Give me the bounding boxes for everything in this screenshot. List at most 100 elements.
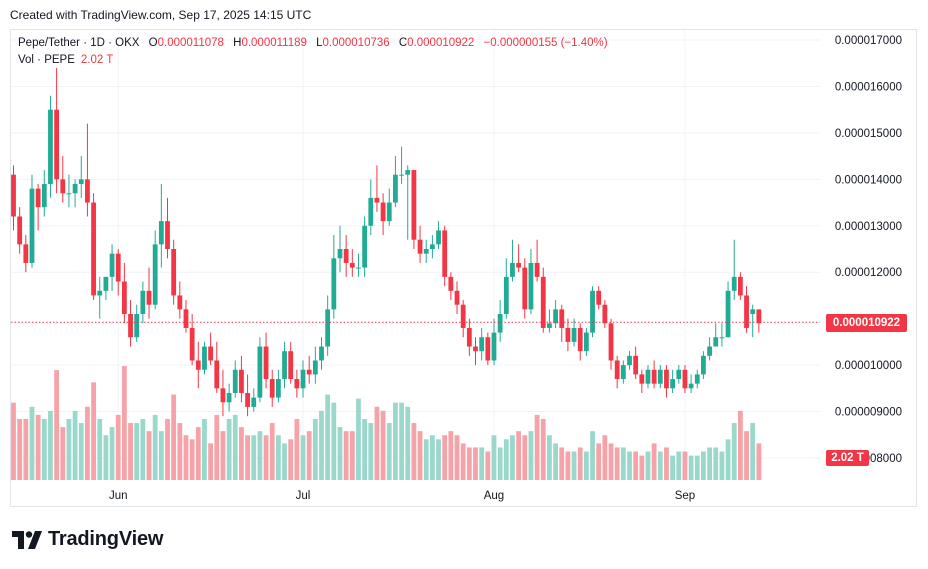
volume-bar bbox=[183, 435, 189, 480]
candle-body bbox=[189, 327, 195, 361]
candle-body bbox=[497, 314, 503, 333]
candle-body bbox=[608, 323, 614, 361]
volume-bar bbox=[269, 423, 275, 480]
volume-bar bbox=[374, 406, 380, 480]
high-label: H bbox=[233, 37, 242, 49]
y-tick-label: 0.000010000 bbox=[835, 360, 902, 372]
candle-body bbox=[602, 304, 608, 324]
candle-body bbox=[553, 309, 558, 324]
candle-body bbox=[171, 249, 177, 296]
candle-body bbox=[152, 244, 158, 305]
candle-body bbox=[368, 197, 374, 226]
candle-body bbox=[134, 314, 140, 338]
volume-bar bbox=[731, 423, 737, 480]
volume-bar bbox=[171, 394, 177, 480]
candle-body bbox=[460, 304, 466, 328]
volume-bar bbox=[473, 447, 478, 480]
ohlc-row: Pepe/Tether · 1D · OKX O0.000011078 H0.0… bbox=[18, 35, 608, 52]
candle-body bbox=[657, 369, 663, 384]
y-tick-label: 0.000015000 bbox=[835, 128, 902, 140]
volume-bar bbox=[140, 418, 146, 480]
candle-body bbox=[737, 276, 743, 296]
volume-label[interactable]: Vol · PEPE bbox=[18, 54, 75, 66]
volume-bar bbox=[577, 447, 583, 480]
volume-bar bbox=[128, 423, 133, 480]
candle-body bbox=[165, 221, 170, 249]
candle-body bbox=[466, 327, 472, 347]
tradingview-logo[interactable]: TradingView bbox=[12, 528, 163, 551]
volume-bar bbox=[411, 423, 417, 480]
volume-bar bbox=[300, 435, 306, 480]
chart-frame bbox=[10, 29, 917, 507]
volume-bar bbox=[750, 423, 756, 480]
volume-bar bbox=[590, 431, 595, 480]
candle-body bbox=[275, 379, 281, 398]
candle-body bbox=[331, 258, 337, 310]
last-volume-tag: 2.02 T bbox=[826, 450, 869, 466]
volume-bar bbox=[202, 418, 207, 480]
candle-body bbox=[214, 360, 220, 389]
candle-body bbox=[559, 309, 565, 328]
candle-body bbox=[91, 202, 96, 296]
candle-body bbox=[522, 267, 528, 310]
candle-body bbox=[590, 290, 595, 333]
volume-bar bbox=[583, 451, 589, 480]
candle-body bbox=[349, 262, 355, 268]
candle-body bbox=[577, 327, 583, 352]
candle-body bbox=[312, 360, 318, 375]
volume-bar bbox=[657, 451, 663, 480]
y-tick-label: 0.000012000 bbox=[835, 267, 902, 279]
volume-bar bbox=[103, 435, 109, 480]
y-tick-label: 0.000017000 bbox=[835, 35, 902, 47]
candle-body bbox=[473, 346, 478, 352]
candle-body bbox=[72, 183, 78, 194]
volume-bar bbox=[60, 427, 66, 480]
volume-bar bbox=[547, 435, 552, 480]
volume-bar bbox=[479, 447, 485, 480]
candle-body bbox=[11, 174, 16, 217]
candle-body bbox=[356, 267, 361, 269]
volume-bar bbox=[429, 435, 435, 480]
candle-body bbox=[664, 369, 669, 389]
volume-bar bbox=[232, 414, 238, 480]
y-tick-label: 0.000009000 bbox=[835, 407, 902, 419]
volume-bar bbox=[85, 406, 90, 480]
x-tick-label: Jun bbox=[109, 490, 128, 502]
volume-bar bbox=[651, 443, 657, 480]
candle-body bbox=[380, 202, 386, 222]
candle-body bbox=[393, 174, 398, 203]
volume-bar bbox=[349, 431, 355, 480]
volume-bar bbox=[337, 427, 343, 480]
volume-bar bbox=[226, 418, 232, 480]
volume-bar bbox=[528, 431, 534, 480]
candle-body bbox=[103, 276, 109, 291]
candle-body bbox=[405, 170, 411, 175]
volume-bar bbox=[72, 410, 78, 480]
candle-body bbox=[54, 109, 60, 180]
volume-bar bbox=[239, 427, 244, 480]
candle-body bbox=[707, 346, 712, 356]
symbol-label[interactable]: Pepe/Tether · 1D · OKX bbox=[18, 37, 140, 49]
candle-body bbox=[731, 276, 737, 291]
volume-bar bbox=[719, 451, 725, 480]
candle-body bbox=[701, 355, 706, 375]
volume-bar bbox=[177, 423, 183, 480]
candle-body bbox=[220, 388, 226, 403]
candle-body bbox=[48, 109, 53, 184]
candle-body bbox=[232, 369, 238, 393]
candle-body bbox=[713, 337, 719, 347]
candle-body bbox=[41, 183, 47, 208]
candle-body bbox=[639, 374, 645, 384]
volume-bar bbox=[362, 418, 368, 480]
volume-bar bbox=[220, 431, 226, 480]
candle-body bbox=[750, 309, 756, 315]
candle-body bbox=[282, 351, 287, 380]
volume-bar bbox=[399, 402, 404, 480]
candle-body bbox=[528, 262, 534, 310]
volume-bar bbox=[485, 451, 491, 480]
candle-body bbox=[436, 230, 441, 245]
volume-bar bbox=[417, 431, 423, 480]
volume-bar bbox=[645, 451, 651, 480]
volume-bar bbox=[448, 431, 454, 480]
